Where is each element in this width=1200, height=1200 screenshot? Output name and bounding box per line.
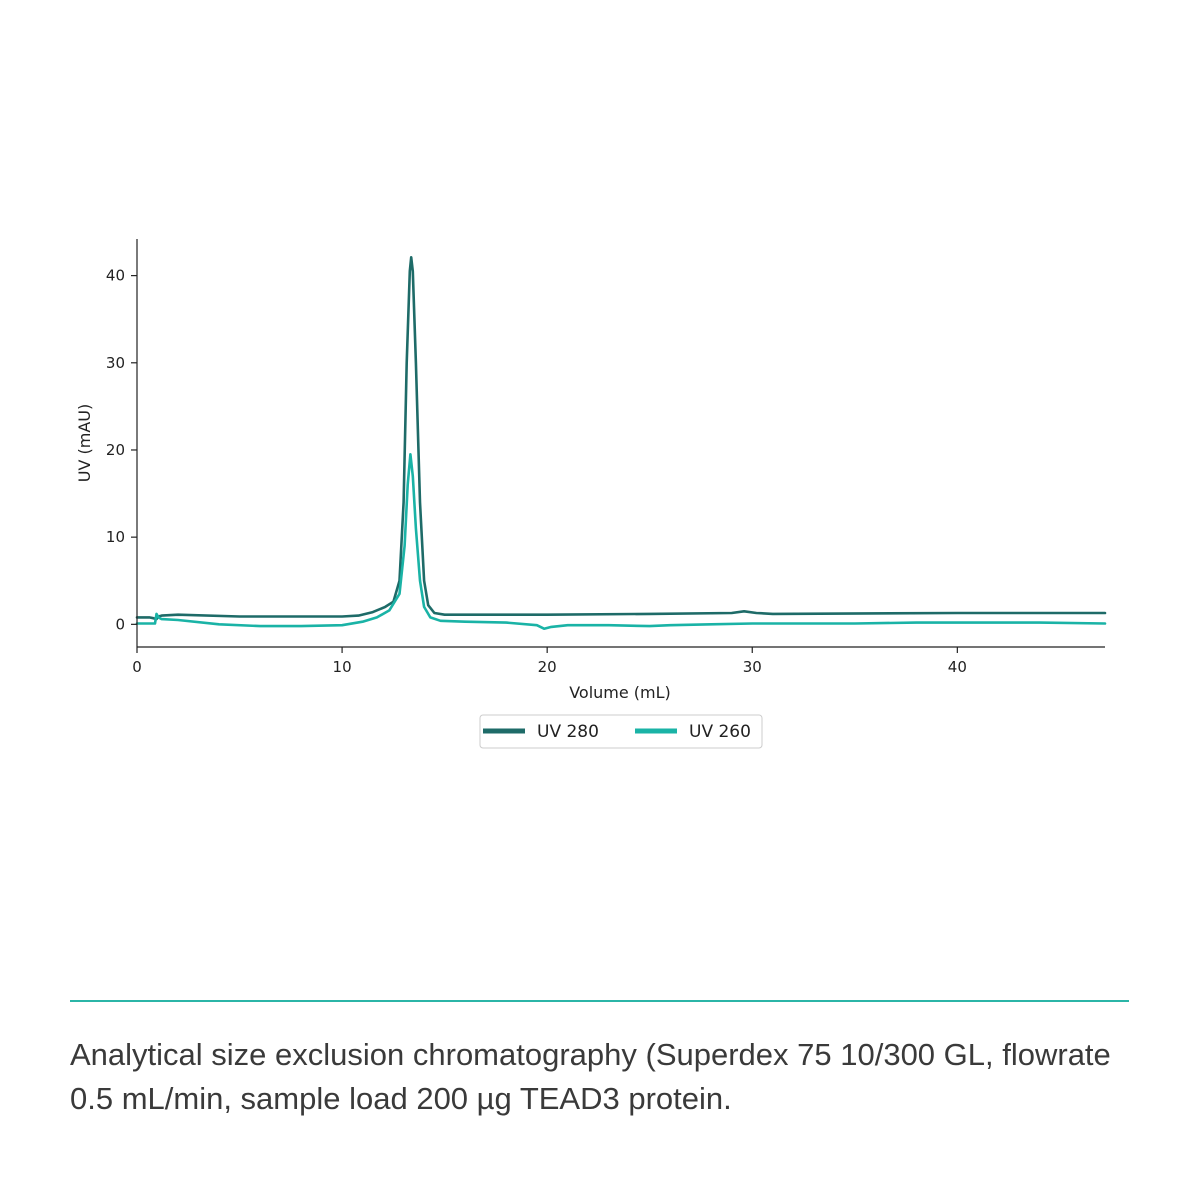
y-axis-label: UV (mAU)	[75, 404, 94, 482]
x-tick-label: 10	[333, 658, 352, 676]
legend-label-uv280: UV 280	[537, 722, 599, 742]
legend-label-uv260: UV 260	[689, 722, 751, 742]
y-ticks: 0 10 20 30 40	[106, 267, 137, 633]
x-tick-label: 40	[948, 658, 967, 676]
y-tick-label: 0	[115, 615, 125, 633]
x-axis-label: Volume (mL)	[569, 683, 671, 702]
caption-divider	[70, 1000, 1129, 1002]
legend-box	[479, 714, 763, 749]
x-tick-label: 0	[132, 658, 142, 676]
y-tick-label: 40	[106, 267, 125, 285]
x-ticks: 0 10 20 30 40	[132, 647, 967, 676]
y-tick-label: 20	[106, 441, 125, 459]
x-tick-label: 20	[538, 658, 557, 676]
y-tick-label: 30	[106, 354, 125, 372]
figure-caption: Analytical size exclusion chromatography…	[70, 1037, 1111, 1116]
series-line-uv260	[135, 453, 1107, 630]
y-tick-label: 10	[106, 528, 125, 546]
series-line-uv280	[135, 256, 1107, 621]
x-tick-label: 30	[743, 658, 762, 676]
legend: UV 280 UV 260	[479, 714, 763, 749]
series-layer	[135, 256, 1107, 630]
